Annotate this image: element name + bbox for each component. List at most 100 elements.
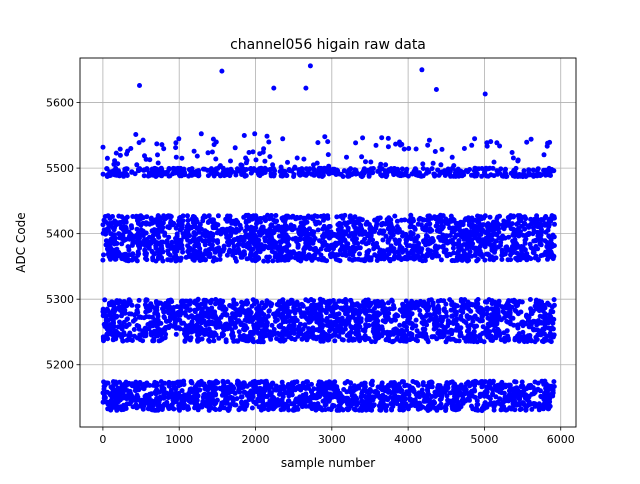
data-point — [522, 402, 527, 407]
data-point — [376, 393, 381, 398]
data-point — [497, 382, 502, 387]
data-point — [498, 402, 503, 407]
data-point — [171, 407, 176, 412]
data-point — [530, 231, 535, 236]
data-point — [325, 316, 330, 321]
data-point — [360, 303, 365, 308]
data-point — [120, 387, 125, 392]
data-point — [345, 312, 350, 317]
data-point — [312, 402, 317, 407]
data-point — [177, 215, 182, 220]
data-point — [330, 404, 335, 409]
data-point — [353, 308, 358, 313]
data-point — [464, 232, 469, 237]
data-point — [336, 404, 341, 409]
data-point — [181, 400, 186, 405]
data-point — [512, 400, 517, 405]
data-point — [199, 309, 204, 314]
data-point — [236, 379, 241, 384]
data-point — [365, 222, 370, 227]
data-point — [223, 387, 228, 392]
data-point — [390, 299, 395, 304]
data-point — [430, 401, 435, 406]
data-point — [256, 380, 261, 385]
data-point — [498, 243, 503, 248]
data-point — [286, 398, 291, 403]
data-point — [231, 339, 236, 344]
data-point — [520, 384, 525, 389]
data-point — [319, 327, 324, 332]
data-point — [265, 394, 270, 399]
data-point — [325, 213, 330, 218]
data-point — [464, 339, 469, 344]
data-point — [378, 408, 383, 413]
data-point — [505, 301, 510, 306]
data-point — [460, 398, 465, 403]
data-point — [261, 305, 266, 310]
data-point — [229, 319, 234, 324]
data-point — [218, 303, 223, 308]
data-point — [196, 380, 201, 385]
data-point — [422, 399, 427, 404]
data-point — [336, 391, 341, 396]
data-point — [241, 380, 246, 385]
data-point — [178, 326, 183, 331]
data-point — [159, 385, 164, 390]
data-point — [170, 381, 175, 386]
data-point — [372, 389, 377, 394]
data-point — [478, 338, 483, 343]
data-point — [246, 338, 251, 343]
data-point — [363, 337, 368, 342]
data-point — [359, 257, 364, 262]
data-point — [409, 248, 414, 253]
data-point — [128, 337, 133, 342]
data-point — [258, 231, 263, 236]
data-point — [291, 402, 296, 407]
data-point — [389, 222, 394, 227]
data-point — [393, 318, 398, 323]
data-point — [125, 323, 130, 328]
data-point — [487, 233, 492, 238]
data-point — [116, 214, 121, 219]
data-point — [216, 336, 221, 341]
data-point — [421, 383, 426, 388]
data-point — [347, 257, 352, 262]
data-point — [439, 402, 444, 407]
data-point — [382, 310, 387, 315]
data-point — [416, 407, 421, 412]
data-point — [348, 213, 353, 218]
data-point — [270, 381, 275, 386]
data-point — [135, 308, 140, 313]
data-point — [402, 323, 407, 328]
data-point — [135, 217, 140, 222]
data-point — [310, 331, 315, 336]
data-point — [446, 318, 451, 323]
data-point — [220, 331, 225, 336]
data-point — [394, 331, 399, 336]
data-point — [470, 216, 475, 221]
data-point — [189, 335, 194, 340]
data-point — [505, 313, 510, 318]
data-point — [421, 218, 426, 223]
data-point — [304, 332, 309, 337]
data-point — [461, 319, 466, 324]
data-point — [131, 404, 136, 409]
data-point — [247, 308, 252, 313]
data-point — [456, 393, 461, 398]
data-point — [384, 404, 389, 409]
data-point — [120, 339, 125, 344]
data-point — [282, 331, 287, 336]
data-point — [197, 304, 202, 309]
data-point — [497, 329, 502, 334]
data-point — [427, 380, 432, 385]
data-point — [286, 408, 291, 413]
data-point — [524, 313, 529, 318]
data-point — [302, 237, 307, 242]
data-point — [538, 331, 543, 336]
data-point — [169, 388, 174, 393]
data-point — [104, 332, 109, 337]
data-point — [138, 404, 143, 409]
data-point — [223, 323, 228, 328]
data-point — [256, 256, 261, 261]
data-point — [371, 242, 376, 247]
